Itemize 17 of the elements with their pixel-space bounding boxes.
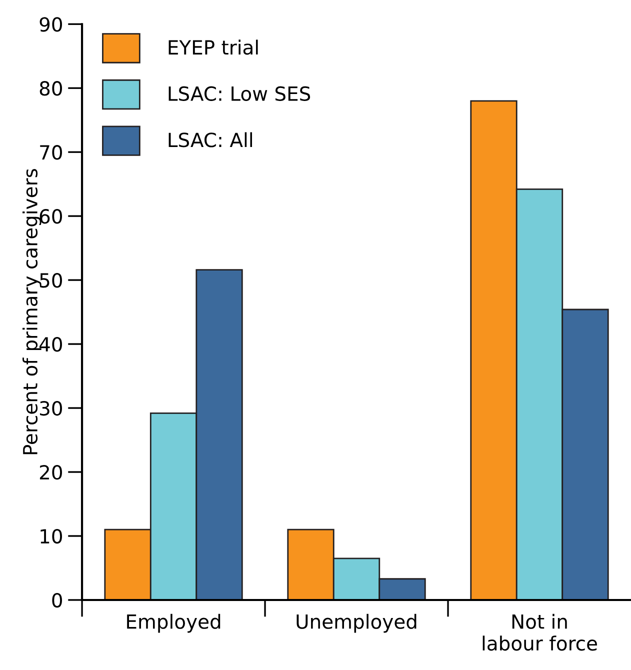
legend-label: LSAC: All xyxy=(168,132,252,148)
y-tick-label: 0 xyxy=(52,592,62,608)
x-tick-label: Unemployed xyxy=(296,614,416,633)
y-tick-label: 30 xyxy=(40,400,62,416)
y-tick-label: 50 xyxy=(40,273,62,288)
y-tick-label: 70 xyxy=(40,145,62,160)
legend-label: EYEP trial xyxy=(168,40,258,55)
y-axis-title: Percent of primary caregivers xyxy=(22,169,42,454)
x-tick-label: Not in labour force xyxy=(482,614,597,651)
x-tick-label: Employed xyxy=(127,614,220,633)
legend-label: LSAC: Low SES xyxy=(168,86,310,102)
y-tick-label: 20 xyxy=(40,464,62,480)
y-tick-label: 60 xyxy=(40,209,62,224)
y-tick-label: 80 xyxy=(40,81,62,96)
y-tick-label: 10 xyxy=(40,528,62,544)
y-tick-label: 40 xyxy=(39,337,62,352)
y-tick-label: 90 xyxy=(40,17,62,32)
